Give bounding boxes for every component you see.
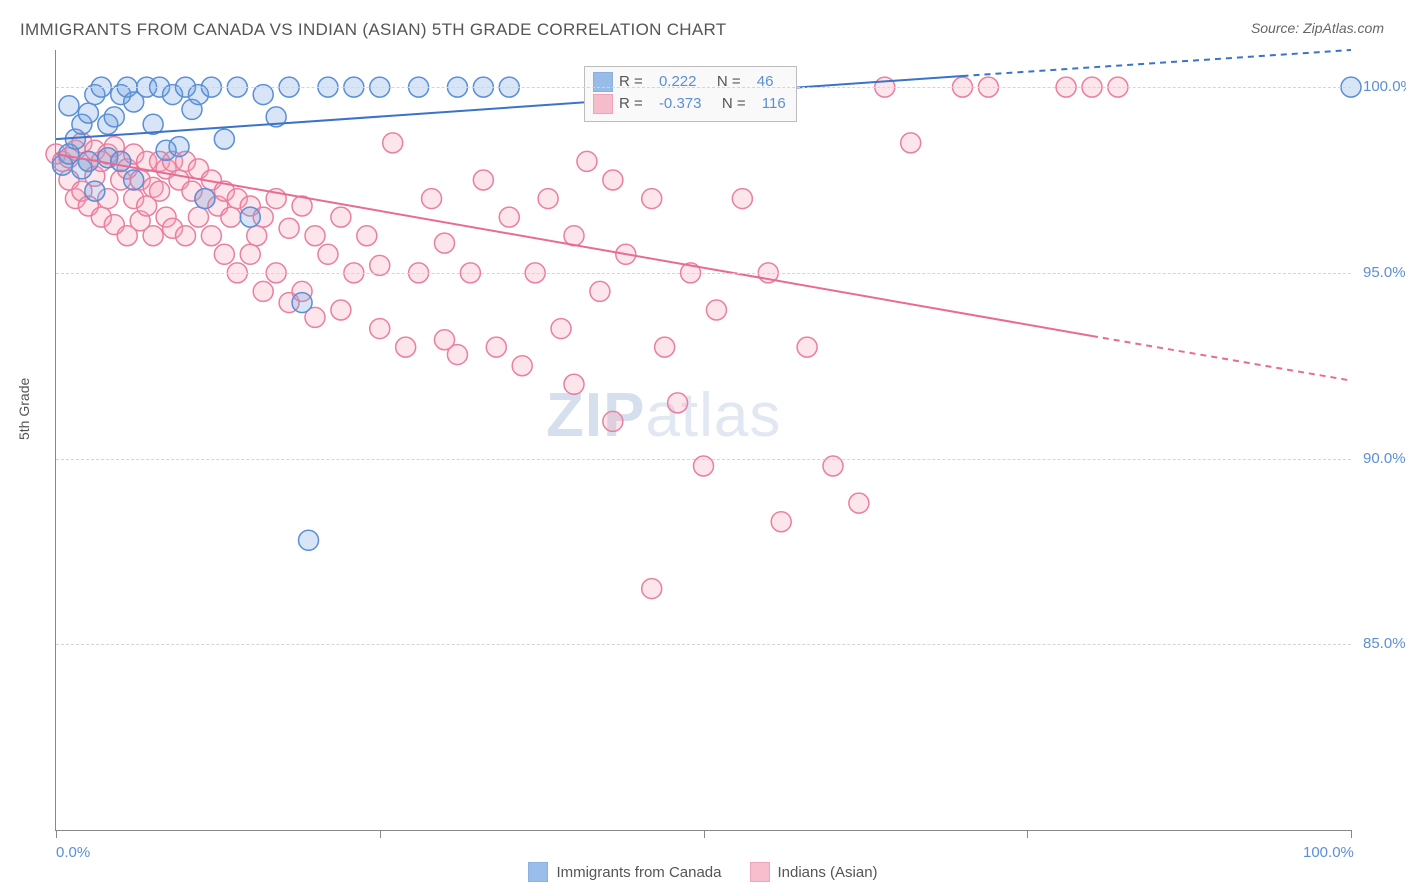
scatter-point-canada	[292, 293, 312, 313]
scatter-point-indian	[447, 345, 467, 365]
scatter-point-indian	[706, 300, 726, 320]
scatter-point-canada	[299, 530, 319, 550]
scatter-point-indian	[176, 226, 196, 246]
y-tick-label: 95.0%	[1363, 264, 1406, 281]
scatter-point-canada	[214, 129, 234, 149]
grid-line	[56, 273, 1351, 274]
legend-n-value-indian: 116	[762, 93, 786, 115]
scatter-point-canada	[104, 107, 124, 127]
scatter-point-indian	[247, 226, 267, 246]
scatter-point-indian	[221, 207, 241, 227]
scatter-point-canada	[195, 189, 215, 209]
scatter-point-indian	[279, 218, 299, 238]
scatter-point-indian	[331, 300, 351, 320]
y-tick-label: 85.0%	[1363, 635, 1406, 652]
scatter-point-indian	[564, 226, 584, 246]
plot-area: ZIPatlas R = 0.222 N = 46 R = -0.373 N =…	[55, 50, 1351, 831]
scatter-point-indian	[551, 319, 571, 339]
scatter-point-indian	[201, 226, 221, 246]
legend-n-value-canada: 46	[757, 71, 774, 93]
x-tick-label: 0.0%	[56, 844, 90, 861]
scatter-point-indian	[668, 393, 688, 413]
legend-n-label: N =	[717, 71, 741, 93]
scatter-point-indian	[357, 226, 377, 246]
scatter-point-canada	[124, 170, 144, 190]
scatter-point-indian	[473, 170, 493, 190]
scatter-point-canada	[78, 103, 98, 123]
scatter-point-indian	[655, 337, 675, 357]
scatter-point-indian	[253, 281, 273, 301]
grid-line	[56, 87, 1351, 88]
legend-r-label: R =	[619, 71, 643, 93]
scatter-point-indian	[143, 226, 163, 246]
chart-title: IMMIGRANTS FROM CANADA VS INDIAN (ASIAN)…	[20, 20, 726, 40]
bottom-swatch-indian	[750, 862, 770, 882]
y-axis-title: 5th Grade	[16, 378, 32, 440]
scatter-point-indian	[538, 189, 558, 209]
scatter-point-indian	[732, 189, 752, 209]
legend-r-value-indian: -0.373	[659, 93, 702, 115]
scatter-point-indian	[512, 356, 532, 376]
scatter-point-canada	[85, 181, 105, 201]
bottom-legend: Immigrants from Canada Indians (Asian)	[0, 862, 1406, 882]
legend-r-label: R =	[619, 93, 643, 115]
legend-swatch-indian	[593, 94, 613, 114]
legend-swatch-canada	[593, 72, 613, 92]
scatter-point-canada	[169, 137, 189, 157]
scatter-point-indian	[642, 579, 662, 599]
scatter-point-indian	[150, 181, 170, 201]
grid-line	[56, 644, 1351, 645]
scatter-point-indian	[396, 337, 416, 357]
trend-line-dash-canada	[963, 50, 1352, 76]
x-tick-label: 100.0%	[1303, 844, 1354, 861]
x-tick	[380, 830, 381, 838]
chart-svg	[56, 50, 1351, 830]
scatter-point-canada	[111, 151, 131, 171]
bottom-legend-canada: Immigrants from Canada	[528, 862, 721, 882]
bottom-swatch-canada	[528, 862, 548, 882]
scatter-point-indian	[370, 319, 390, 339]
scatter-point-indian	[797, 337, 817, 357]
scatter-point-indian	[499, 207, 519, 227]
source-attribution: Source: ZipAtlas.com	[1251, 20, 1384, 36]
legend-r-value-canada: 0.222	[659, 71, 697, 93]
scatter-point-indian	[901, 133, 921, 153]
grid-line	[56, 459, 1351, 460]
scatter-point-indian	[305, 226, 325, 246]
scatter-point-indian	[603, 170, 623, 190]
y-tick-label: 90.0%	[1363, 450, 1406, 467]
trend-line-dash-indian	[1092, 336, 1351, 381]
x-tick	[704, 830, 705, 838]
scatter-point-indian	[318, 244, 338, 264]
scatter-point-indian	[383, 133, 403, 153]
scatter-point-indian	[590, 281, 610, 301]
inner-legend: R = 0.222 N = 46 R = -0.373 N = 116	[584, 66, 797, 122]
scatter-point-indian	[486, 337, 506, 357]
scatter-point-indian	[577, 151, 597, 171]
legend-row-indian: R = -0.373 N = 116	[593, 93, 786, 115]
legend-n-label: N =	[722, 93, 746, 115]
scatter-point-indian	[214, 244, 234, 264]
scatter-point-canada	[240, 207, 260, 227]
scatter-point-indian	[642, 189, 662, 209]
scatter-point-canada	[59, 96, 79, 116]
x-tick	[1027, 830, 1028, 838]
scatter-point-indian	[331, 207, 351, 227]
scatter-point-indian	[240, 244, 260, 264]
scatter-point-indian	[188, 207, 208, 227]
x-tick	[1351, 830, 1352, 838]
scatter-point-indian	[435, 233, 455, 253]
scatter-point-indian	[564, 374, 584, 394]
scatter-point-indian	[771, 512, 791, 532]
scatter-point-indian	[422, 189, 442, 209]
bottom-legend-label-indian: Indians (Asian)	[778, 864, 878, 881]
x-tick	[56, 830, 57, 838]
scatter-point-indian	[603, 411, 623, 431]
scatter-point-indian	[849, 493, 869, 513]
bottom-legend-indian: Indians (Asian)	[750, 862, 878, 882]
y-tick-label: 100.0%	[1363, 78, 1406, 95]
legend-row-canada: R = 0.222 N = 46	[593, 71, 786, 93]
bottom-legend-label-canada: Immigrants from Canada	[556, 864, 721, 881]
